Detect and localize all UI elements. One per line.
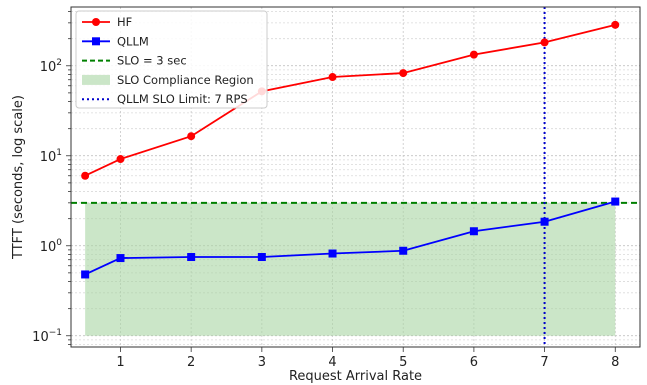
data-point-qllm: [81, 270, 89, 278]
x-tick-label: 5: [399, 355, 407, 370]
y-tick-label: 101: [40, 148, 62, 165]
data-point-hf: [541, 38, 549, 46]
data-point-hf: [399, 69, 407, 77]
legend-handle-region: [82, 75, 110, 85]
data-point-qllm: [541, 218, 549, 226]
data-point-hf: [81, 172, 89, 180]
data-point-hf: [611, 21, 619, 29]
data-point-qllm: [611, 198, 619, 206]
data-point-qllm: [470, 227, 478, 235]
x-tick-label: 1: [116, 355, 124, 370]
data-point-qllm: [258, 253, 266, 261]
data-point-hf: [116, 155, 124, 163]
x-axis-label: Request Arrival Rate: [289, 369, 422, 384]
y-tick-label: 102: [40, 58, 62, 75]
legend-label: SLO = 3 sec: [117, 54, 187, 68]
data-point-qllm: [187, 253, 195, 261]
legend-marker-hf: [92, 18, 100, 26]
y-tick-label: 100: [40, 238, 63, 255]
x-tick-label: 3: [258, 355, 266, 370]
x-tick-label: 4: [328, 355, 336, 370]
x-tick-label: 7: [540, 355, 548, 370]
y-axis-label: TTFT (seconds, log scale): [11, 95, 26, 260]
legend-label: SLO Compliance Region: [117, 73, 254, 87]
data-point-qllm: [399, 247, 407, 255]
legend-label: QLLM: [117, 34, 149, 48]
data-point-hf: [329, 73, 337, 81]
legend-label: HF: [117, 15, 132, 29]
legend-marker-qllm: [92, 37, 100, 45]
y-tick-label: 10−1: [32, 328, 62, 345]
x-tick-label: 6: [470, 355, 478, 370]
data-point-qllm: [116, 254, 124, 262]
data-point-hf: [187, 132, 195, 140]
data-point-hf: [470, 51, 478, 59]
x-tick-label: 2: [187, 355, 195, 370]
x-tick-label: 8: [611, 355, 619, 370]
legend-label: QLLM SLO Limit: 7 RPS: [117, 92, 248, 106]
data-point-qllm: [329, 250, 337, 258]
legend: HF QLLM SLO = 3 sec SLO Compliance Region QL…: [76, 11, 267, 108]
